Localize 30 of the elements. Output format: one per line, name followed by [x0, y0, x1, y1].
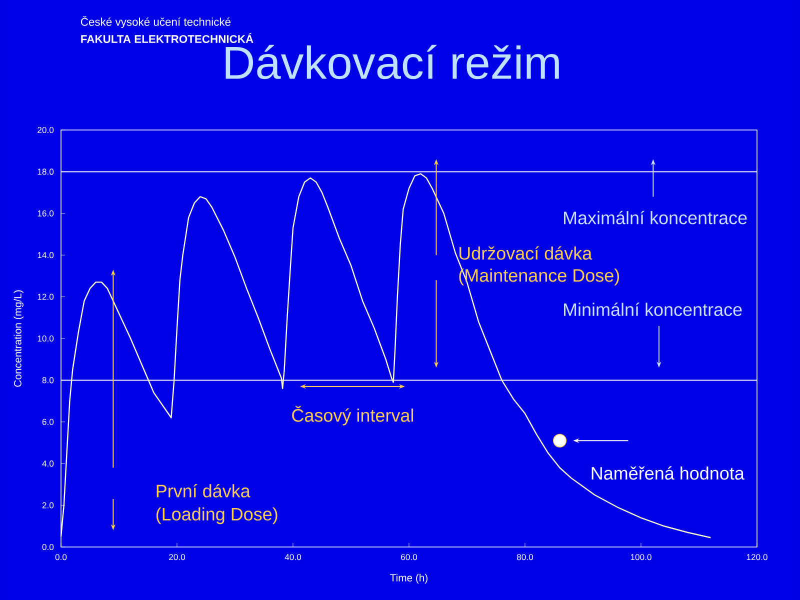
y-tick-label: 14.0	[38, 252, 54, 258]
chart-title: Dávkovací režim	[226, 44, 559, 80]
x-tick-label: 120.0	[746, 554, 768, 560]
annotation: Udržovací dávka	[460, 246, 592, 260]
x-tick-label: 40.0	[284, 554, 302, 560]
annotation: První dávka	[156, 484, 250, 498]
x-tick-label: 0.0	[55, 554, 67, 560]
y-tick-label: 10.0	[38, 335, 54, 342]
annotation: (Loading Dose)	[156, 507, 278, 524]
x-tick-label: 20.0	[169, 554, 186, 560]
y-tick-label: 2.0	[42, 502, 54, 508]
x-axis-title: Time (h)	[390, 574, 428, 584]
y-tick-label: 4.0	[42, 460, 54, 467]
annotation: Časový interval	[292, 406, 414, 426]
x-tick-label: 80.0	[517, 554, 534, 560]
text: České vysoké učení technické	[80, 16, 231, 28]
y-tick-label: 8.0	[42, 377, 54, 384]
annotation: Maximální koncentrace	[564, 210, 747, 224]
y-tick-label: 18.0	[38, 168, 54, 175]
y-tick-label: 20.0	[38, 126, 54, 134]
annotation: Minimální koncentrace	[564, 302, 742, 316]
y-axis-title: Concentration (mg/L)	[14, 290, 24, 387]
x-tick-label: 60.0	[401, 554, 418, 560]
y-tick-label: 0.0	[42, 544, 54, 550]
y-tick-label: 12.0	[38, 294, 54, 300]
annotation: Naměřená hodnota	[592, 466, 744, 480]
text: FAKULTA ELEKTROTECHNICKÁ	[81, 32, 254, 43]
y-tick-label: 16.0	[38, 210, 54, 216]
x-tick-label: 100.0	[630, 554, 652, 560]
y-tick-label: 6.0	[42, 418, 54, 425]
